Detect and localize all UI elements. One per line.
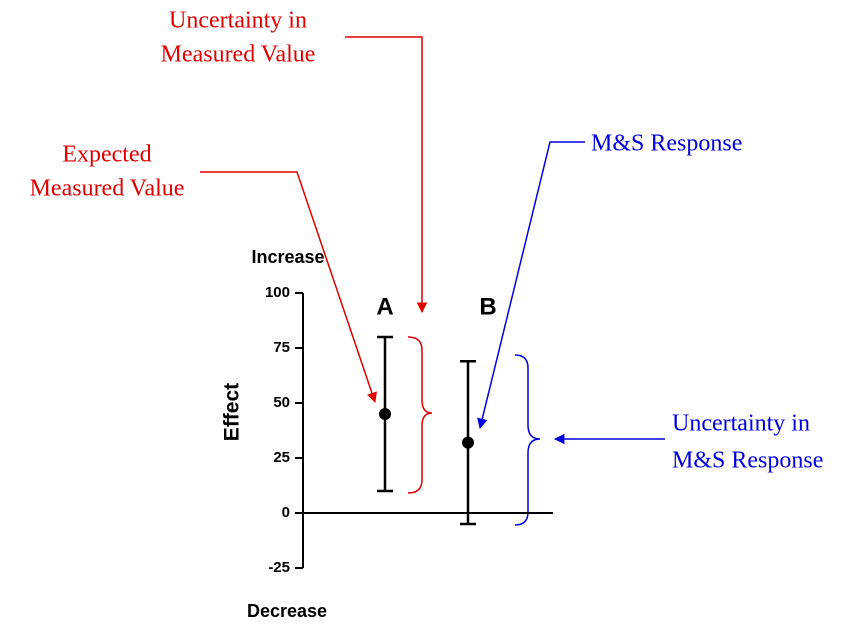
y-tick-label: 25 (273, 449, 290, 466)
annotation: M&S Response (591, 131, 742, 157)
point (462, 436, 474, 449)
brace-ms (514, 354, 541, 526)
y-tick-label: -25 (268, 559, 290, 576)
y-axis-label: Effect (221, 383, 244, 441)
arrow (200, 171, 377, 403)
y-tick-label: 75 (273, 339, 290, 356)
y-tick-label: 50 (273, 394, 290, 411)
point (379, 408, 391, 420)
bottom-label: Decrease (247, 601, 327, 621)
category-label: B (479, 293, 496, 320)
y-tick-label: 100 (265, 284, 290, 301)
annotation: Measured Value (30, 176, 185, 202)
annotation: Expected (62, 142, 151, 168)
annotation: Uncertainty in (169, 8, 307, 34)
annotation: Uncertainty in (672, 411, 810, 437)
brace-measured (407, 336, 433, 494)
annotation: Measured Value (161, 42, 316, 68)
y-tick-label: 0 (282, 504, 290, 521)
top-label: Increase (251, 247, 324, 267)
category-label: A (376, 293, 393, 320)
annotation: M&S Response (672, 448, 823, 474)
arrow (345, 36, 428, 314)
arrow (477, 141, 585, 430)
